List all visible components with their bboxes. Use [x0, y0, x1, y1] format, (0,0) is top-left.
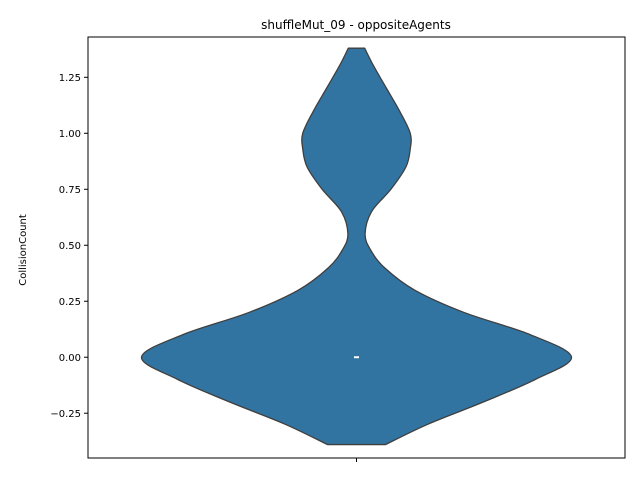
y-tick-label: 0.25 — [59, 297, 81, 308]
y-axis: −0.25 0.00 0.25 0.50 0.75 1.00 1.25 — [50, 73, 88, 420]
y-tick-label: 1.00 — [59, 129, 81, 140]
violin-layer — [140, 47, 573, 446]
y-axis-label: CollisionCount — [18, 214, 29, 286]
violin-body — [140, 47, 573, 446]
y-tick-label: −0.25 — [50, 409, 81, 420]
y-tick-label: 0.50 — [59, 241, 81, 252]
chart-title: shuffleMut_09 - oppositeAgents — [261, 18, 451, 32]
y-tick-label: 0.00 — [59, 353, 81, 364]
y-tick-label: 0.75 — [59, 185, 81, 196]
y-tick-label: 1.25 — [59, 73, 81, 84]
